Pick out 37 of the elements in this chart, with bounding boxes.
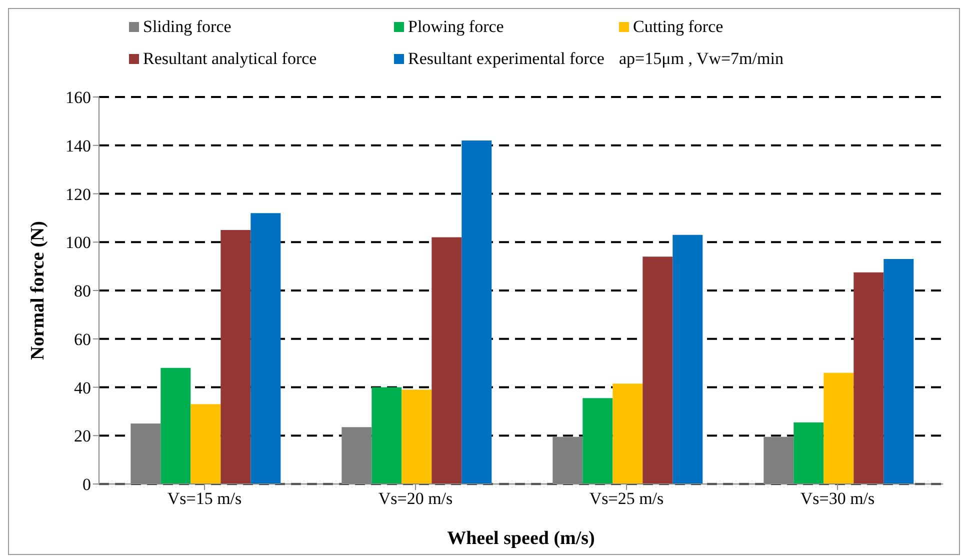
bar	[220, 230, 251, 484]
y-tick-label: 40	[74, 378, 91, 398]
y-axis-title: Normal force (N)	[28, 221, 49, 360]
bar	[794, 422, 824, 484]
legend-label: Plowing force	[408, 17, 504, 37]
x-axis-title: Wheel speed (m/s)	[447, 528, 595, 549]
y-tick-label: 160	[66, 88, 91, 108]
bar	[672, 234, 703, 484]
x-tick-label: Vs=30 m/s	[800, 489, 875, 508]
legend-label: Resultant experimental force	[408, 49, 604, 69]
legend-label: Resultant analytical force	[143, 49, 317, 69]
bar	[462, 140, 492, 484]
bar	[402, 390, 432, 484]
legend-label: Cutting force	[633, 17, 724, 37]
bar	[824, 372, 854, 484]
bar	[582, 398, 613, 484]
x-tick-label: Vs=20 m/s	[378, 489, 453, 508]
y-tick-label: 0	[82, 475, 91, 494]
bar	[372, 387, 402, 484]
y-tick-label: 60	[74, 330, 91, 349]
y-tick-label: 140	[66, 136, 91, 156]
bar	[432, 237, 462, 484]
y-tick-label: 20	[74, 426, 91, 446]
x-tick-label: Vs=15 m/s	[167, 489, 242, 508]
x-tick-label: Vs=25 m/s	[589, 489, 664, 508]
y-tick-label: 120	[66, 184, 91, 204]
y-tick-label: 80	[74, 282, 91, 301]
bar	[190, 404, 221, 484]
bar	[854, 272, 884, 484]
legend-label: Sliding force	[143, 17, 232, 37]
bar	[884, 259, 914, 484]
text: ap=15μm , Vw=7m/min	[619, 49, 784, 69]
bar	[612, 384, 643, 484]
y-tick-label: 100	[66, 233, 91, 252]
bar	[250, 213, 281, 484]
bar	[642, 256, 673, 484]
bar	[160, 368, 191, 484]
